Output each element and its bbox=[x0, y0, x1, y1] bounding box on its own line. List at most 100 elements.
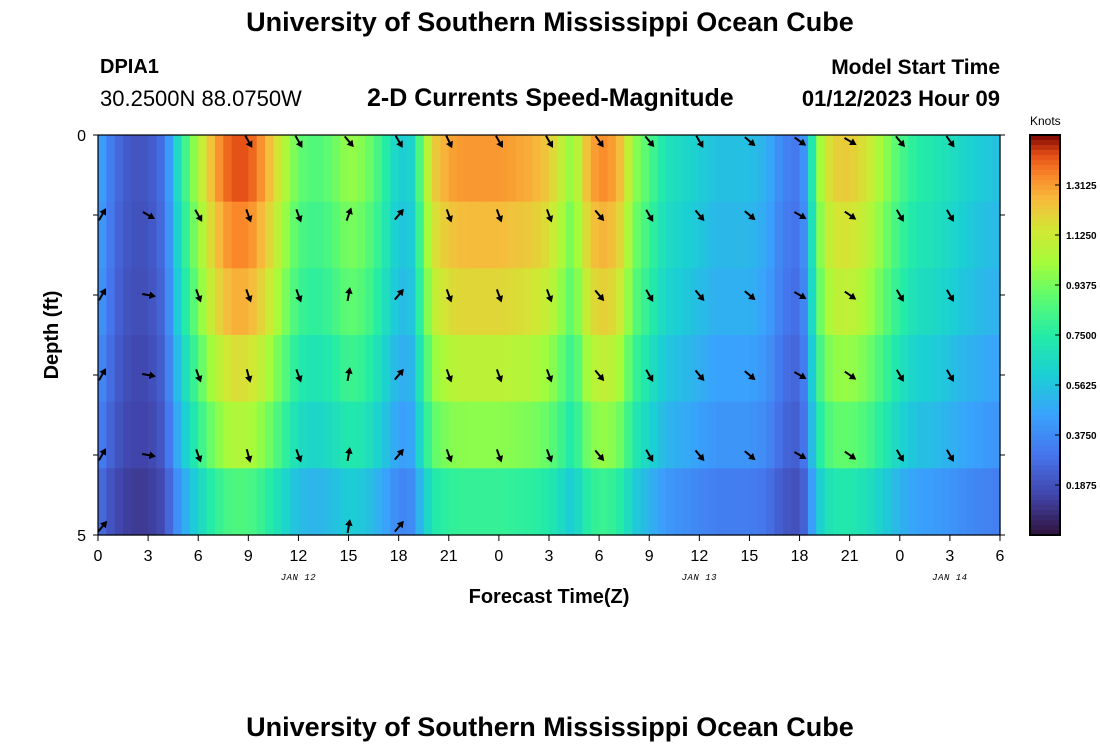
current-arrow bbox=[844, 450, 857, 460]
heatmap-cell bbox=[941, 335, 951, 403]
heatmap-cell bbox=[958, 201, 968, 269]
heatmap-cell bbox=[849, 268, 859, 336]
current-arrow bbox=[744, 210, 756, 221]
heatmap-cell bbox=[323, 268, 333, 336]
heatmap-cell bbox=[248, 201, 258, 269]
heatmap-cell bbox=[899, 135, 909, 203]
heatmap-cell bbox=[423, 401, 433, 469]
heatmap-cell bbox=[239, 468, 249, 536]
colorbar-tick-label: 0.1875 bbox=[1066, 481, 1097, 492]
colorbar-swatch bbox=[1030, 530, 1060, 536]
heatmap-cell bbox=[206, 201, 216, 269]
heatmap-cell bbox=[657, 335, 667, 403]
heatmap-cell bbox=[98, 468, 107, 536]
colorbar-tick-label: 0.3750 bbox=[1066, 431, 1097, 442]
heatmap-cell bbox=[440, 468, 450, 536]
heatmap-cell bbox=[565, 335, 575, 403]
colorbar-swatch bbox=[1030, 270, 1060, 276]
heatmap-cell bbox=[690, 135, 700, 203]
heatmap-cell bbox=[365, 268, 375, 336]
colorbar-swatch bbox=[1030, 400, 1060, 406]
y-axis-label: Depth (ft) bbox=[41, 291, 63, 380]
current-arrow bbox=[295, 289, 303, 303]
heatmap-cell bbox=[106, 268, 116, 336]
current-arrow bbox=[744, 290, 756, 301]
heatmap-cell bbox=[148, 135, 158, 203]
heatmap-cell bbox=[515, 468, 525, 536]
heatmap-cell bbox=[690, 468, 700, 536]
heatmap-cell bbox=[565, 135, 575, 203]
heatmap-cell bbox=[415, 401, 425, 469]
current-arrow bbox=[946, 369, 954, 382]
heatmap-cell bbox=[423, 335, 433, 403]
current-arrow bbox=[594, 449, 605, 462]
heatmap-cell bbox=[858, 335, 867, 403]
heatmap-cell bbox=[315, 201, 325, 269]
heatmap-cell bbox=[749, 468, 759, 536]
colorbar-swatch bbox=[1030, 230, 1060, 236]
heatmap-cell bbox=[306, 468, 316, 536]
heatmap-cell bbox=[983, 268, 993, 336]
colorbar-swatch bbox=[1030, 200, 1060, 206]
current-arrow bbox=[695, 135, 704, 148]
x-tick-label: 3 bbox=[144, 548, 153, 565]
heatmap-cell bbox=[515, 401, 525, 469]
heatmap-cell bbox=[649, 401, 659, 469]
heatmap-cell bbox=[114, 468, 124, 536]
date-label: JAN 12 bbox=[281, 573, 317, 583]
heatmap-cell bbox=[407, 335, 416, 403]
heatmap-cell bbox=[816, 201, 826, 269]
heatmap-cell bbox=[373, 135, 383, 203]
colorbar-swatch bbox=[1030, 375, 1060, 381]
heatmap-cell bbox=[248, 135, 258, 203]
heatmap-cell bbox=[732, 201, 742, 269]
heatmap-cell bbox=[724, 201, 734, 269]
heatmap-cell bbox=[398, 201, 408, 269]
current-arrow bbox=[793, 371, 807, 380]
heatmap-cell bbox=[791, 201, 801, 269]
colorbar-swatch bbox=[1030, 135, 1060, 141]
heatmap-cell bbox=[916, 468, 926, 536]
colorbar-swatch bbox=[1030, 325, 1060, 331]
heatmap-cell bbox=[390, 401, 400, 469]
heatmap-cell bbox=[498, 201, 508, 269]
heatmap-cell bbox=[832, 268, 842, 336]
current-arrow bbox=[895, 449, 904, 462]
current-arrow bbox=[345, 519, 353, 534]
heatmap-cell bbox=[214, 268, 224, 336]
heatmap-cell bbox=[440, 268, 450, 336]
heatmap-cell bbox=[98, 135, 107, 203]
heatmap-cell bbox=[189, 335, 199, 403]
heatmap-cell bbox=[239, 335, 249, 403]
current-arrow bbox=[245, 289, 253, 303]
colorbar-swatch bbox=[1030, 490, 1060, 496]
colorbar-swatch bbox=[1030, 220, 1060, 226]
heatmap-cell bbox=[958, 135, 968, 203]
heatmap-cell bbox=[490, 468, 500, 536]
heatmap-cell bbox=[407, 268, 416, 336]
heatmap-cell bbox=[707, 335, 717, 403]
current-arrow bbox=[295, 369, 303, 383]
heatmap-cell bbox=[682, 468, 692, 536]
current-arrow bbox=[844, 290, 857, 300]
heatmap-cell bbox=[749, 401, 759, 469]
heatmap-cell bbox=[724, 468, 734, 536]
heatmap-cell bbox=[891, 201, 901, 269]
current-arrow bbox=[195, 449, 203, 463]
heatmap-cell bbox=[799, 335, 809, 403]
heatmap-cell bbox=[624, 201, 634, 269]
heatmap-cell bbox=[465, 468, 475, 536]
heatmap-cell bbox=[507, 401, 517, 469]
heatmap-cell bbox=[523, 268, 533, 336]
heatmap-cell bbox=[858, 201, 867, 269]
heatmap-cell bbox=[624, 268, 634, 336]
heatmap-cell bbox=[223, 335, 233, 403]
heatmap-cell bbox=[791, 268, 801, 336]
colorbar-swatch bbox=[1030, 475, 1060, 481]
heatmap-cell bbox=[933, 201, 943, 269]
colorbar-swatch bbox=[1030, 350, 1060, 356]
heatmap-cell bbox=[891, 468, 901, 536]
heatmap-cell bbox=[615, 468, 625, 536]
heatmap-cell bbox=[231, 135, 241, 203]
heatmap-cell bbox=[532, 201, 542, 269]
